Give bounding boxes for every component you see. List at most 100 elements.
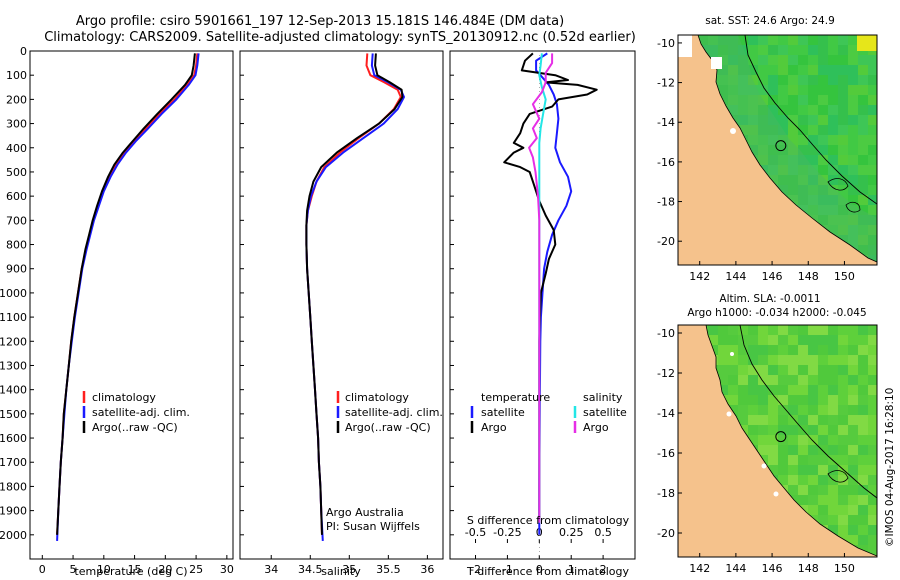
field-cell [778,415,788,425]
field-cell [828,65,838,75]
field-cell [848,235,858,245]
map-x-tick-label: 142 [689,270,710,283]
field-cell [778,445,788,455]
field-cell [758,445,768,455]
temperature-x-axis: 0 5 10 15 20 25 30 [39,555,234,576]
field-cell [868,425,877,435]
field-cell [758,85,768,95]
map-y-tick-label: -20 [657,235,675,248]
field-cell [788,445,798,455]
field-cell [848,435,858,445]
map-x-tick-label: 150 [834,562,855,575]
field-cell [808,425,818,435]
field-cell [828,415,838,425]
field-cell [828,115,838,125]
field-cell [848,365,858,375]
field-cell [798,375,808,385]
field-cell [838,95,848,105]
salinity-panel-frame [239,50,444,560]
field-cell [778,65,788,75]
field-cell [868,505,877,515]
field-cell [748,355,758,365]
field-cell [828,105,838,115]
x-tick-label: 35.5 [376,563,401,576]
field-cell [828,155,838,165]
field-cell [818,55,828,65]
field-cell [798,405,808,415]
x-tick-label: 2 [600,563,607,576]
field-cell [798,495,808,505]
field-cell [718,335,728,345]
field-cell [868,195,877,205]
map-y-tick-label: -12 [657,367,675,380]
field-cell [838,155,848,165]
field-cell [868,125,877,135]
field-cell [778,385,788,395]
depth-tick-label: 800 [6,239,27,252]
field-cell [848,485,858,495]
field-cell [808,375,818,385]
field-cell [838,215,848,225]
field-cell [838,465,848,475]
field-cell [738,95,748,105]
x-tick-label: 0.25 [559,526,584,539]
field-cell [828,405,838,415]
field-cell [778,45,788,55]
field-cell [808,335,818,345]
field-cell [828,395,838,405]
field-cell [848,155,858,165]
sla-map-subtitle: Argo h1000: -0.034 h2000: -0.045 [687,307,866,319]
field-cell [778,55,788,65]
series-t-argo [503,52,598,523]
field-cell [728,385,738,395]
field-cell [838,55,848,65]
field-cell [818,475,828,485]
field-cell [818,455,828,465]
field-cell [848,405,858,415]
field-cell [828,55,838,65]
field-cell [748,325,758,335]
field-cell [788,425,798,435]
sst-nodata-dot [730,128,736,134]
depth-tick-label: 1000 [0,287,27,300]
field-cell [768,75,778,85]
field-cell [868,55,877,65]
field-cell [858,535,868,545]
field-cell [758,345,768,355]
field-cell [778,475,788,485]
field-cell [788,165,798,175]
field-cell [758,105,768,115]
field-cell [868,465,877,475]
field-cell [768,405,778,415]
field-cell [718,65,728,75]
field-cell [758,385,768,395]
field-cell [768,435,778,445]
field-cell [788,485,798,495]
field-cell [818,125,828,135]
field-cell [858,95,868,105]
s-difference-xlabel: S difference from climatology [467,514,630,527]
field-cell [838,395,848,405]
field-cell [798,105,808,115]
field-cell [778,345,788,355]
difference-legend: temperature satellite Argo salinity sate… [470,391,627,434]
field-cell [858,185,868,195]
field-cell [858,245,868,255]
field-cell [788,75,798,85]
x-tick-label: 1 [568,563,575,576]
field-cell [858,195,868,205]
field-cell [848,205,858,215]
field-cell [868,185,877,195]
legend-label-t-argo: Argo [481,421,507,434]
field-cell [858,225,868,235]
field-cell [848,535,858,545]
field-cell [778,175,788,185]
map-y-tick-label: -18 [657,487,675,500]
field-cell [718,365,728,375]
field-cell [828,195,838,205]
field-cell [868,85,877,95]
field-cell [818,205,828,215]
field-cell [818,145,828,155]
field-cell [868,105,877,115]
field-cell [848,475,858,485]
